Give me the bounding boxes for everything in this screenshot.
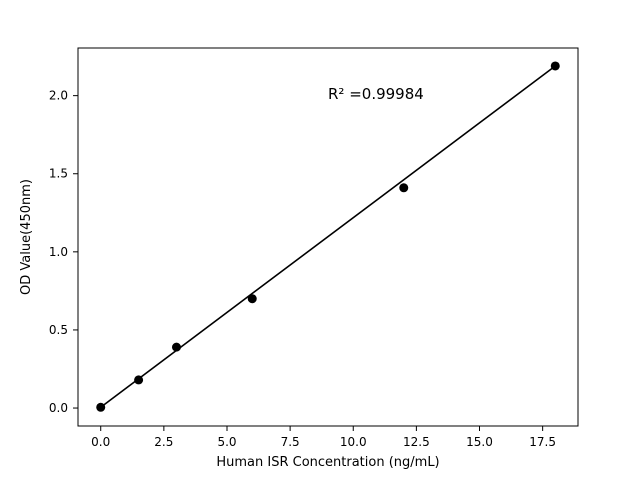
x-tick-label: 15.0: [466, 435, 493, 449]
x-axis-label: Human ISR Concentration (ng/mL): [216, 455, 439, 470]
data-point: [550, 61, 560, 71]
x-tick-label: 7.5: [281, 435, 300, 449]
x-tick-label: 2.5: [154, 435, 173, 449]
y-tick-label: 0.5: [49, 323, 68, 337]
x-tick-label: 17.5: [529, 435, 556, 449]
data-point: [96, 402, 106, 412]
y-tick-label: 0.0: [49, 401, 68, 415]
x-tick-label: 5.0: [217, 435, 236, 449]
x-tick-label: 0.0: [91, 435, 110, 449]
x-tick-label: 10.0: [340, 435, 367, 449]
fit-line: [100, 65, 556, 408]
y-tick-label: 2.0: [49, 89, 68, 103]
data-point: [134, 375, 144, 385]
r-squared-annotation: R² =0.99984: [328, 85, 424, 103]
data-point: [399, 183, 409, 193]
y-axis-label: OD Value(450nm): [19, 179, 34, 295]
y-tick-label: 1.5: [49, 167, 68, 181]
axes-spines: [77, 47, 579, 427]
x-tick-label: 12.5: [403, 435, 430, 449]
data-point: [247, 294, 257, 304]
y-tick-label: 1.0: [49, 245, 68, 259]
data-point: [171, 342, 181, 352]
